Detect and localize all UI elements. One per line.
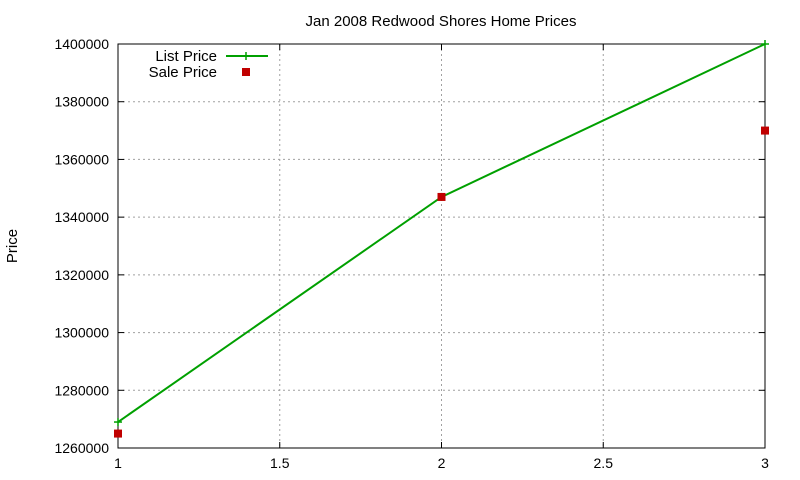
- y-axis-label: Price: [4, 229, 21, 263]
- sale-price-point: [761, 126, 769, 135]
- x-tick-label: 2: [438, 455, 446, 471]
- x-tick-label: 1.5: [270, 455, 290, 471]
- sale-price-series: [114, 126, 769, 438]
- legend-marker-list-price: [242, 52, 250, 60]
- y-tick-label: 1380000: [54, 94, 109, 110]
- legend-label-sale-price: Sale Price: [149, 64, 217, 81]
- y-tick-label: 1300000: [54, 325, 109, 341]
- y-tick-label: 1260000: [54, 440, 109, 456]
- chart-title: Jan 2008 Redwood Shores Home Prices: [306, 13, 577, 30]
- y-tick-label: 1340000: [54, 209, 109, 225]
- list-price-point: [761, 40, 769, 48]
- legend-label-list-price: List Price: [155, 48, 217, 65]
- list-price-series: [114, 40, 769, 427]
- y-tick-label: 1280000: [54, 382, 109, 398]
- x-tick-label: 1: [114, 455, 122, 471]
- y-tick-label: 1360000: [54, 151, 109, 167]
- sale-price-point: [114, 429, 122, 438]
- y-tick-label: 1400000: [54, 36, 109, 52]
- sale-price-point: [437, 192, 446, 201]
- legend-marker-sale-price: [242, 68, 250, 76]
- y-tick-label: 1320000: [54, 267, 109, 283]
- x-tick-label: 3: [761, 455, 769, 471]
- x-tick-label: 2.5: [594, 455, 614, 471]
- grid: [118, 44, 765, 448]
- axis-ticks: 1 1.5 2 2.5 3 1260000 1280000 1300000 1320000 134…: [54, 36, 769, 471]
- series: [114, 40, 769, 438]
- list-price-point: [114, 418, 122, 427]
